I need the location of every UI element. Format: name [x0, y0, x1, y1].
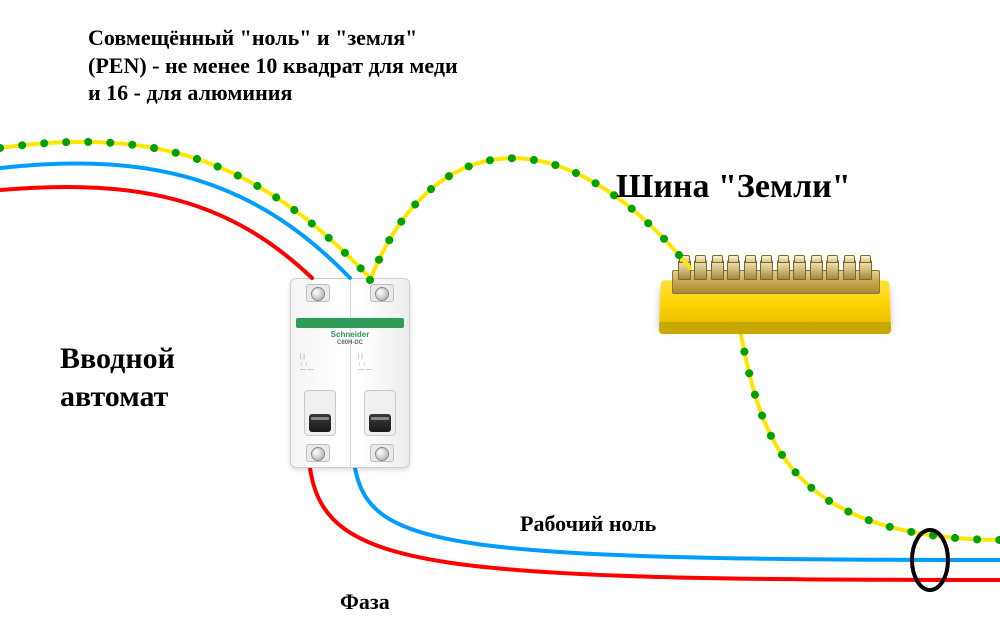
neutral-in-wire: [0, 163, 350, 278]
working-neutral-label: Рабочий ноль: [520, 510, 656, 538]
earth-bus-label: Шина "Земли": [616, 166, 851, 209]
phase-in-wire: [0, 187, 312, 278]
phase-label: Фаза: [340, 588, 390, 616]
pen-note-label: Совмещённый "ноль" и "земля" (PEN) - не …: [88, 24, 458, 107]
cable-bundle-ring: [912, 530, 948, 590]
input-breaker-label: Вводной автомат: [60, 340, 175, 415]
